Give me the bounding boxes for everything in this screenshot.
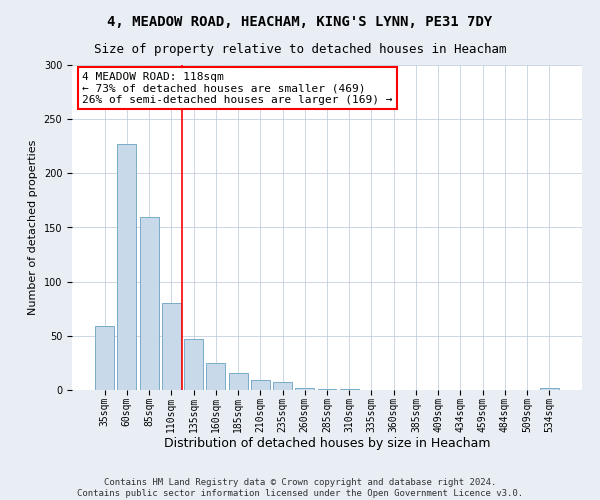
Bar bbox=[140, 216, 158, 390]
Y-axis label: Number of detached properties: Number of detached properties bbox=[28, 140, 38, 315]
Bar bbox=[340, 389, 359, 390]
Bar bbox=[273, 382, 292, 390]
Text: 4 MEADOW ROAD: 118sqm
← 73% of detached houses are smaller (469)
26% of semi-det: 4 MEADOW ROAD: 118sqm ← 73% of detached … bbox=[82, 72, 392, 104]
Bar bbox=[118, 144, 136, 390]
Bar bbox=[229, 372, 248, 390]
Bar bbox=[206, 363, 225, 390]
Bar bbox=[317, 389, 337, 390]
Bar bbox=[95, 326, 114, 390]
Text: Size of property relative to detached houses in Heacham: Size of property relative to detached ho… bbox=[94, 42, 506, 56]
Bar bbox=[540, 388, 559, 390]
X-axis label: Distribution of detached houses by size in Heacham: Distribution of detached houses by size … bbox=[164, 437, 490, 450]
Bar bbox=[295, 388, 314, 390]
Bar bbox=[162, 304, 181, 390]
Text: Contains HM Land Registry data © Crown copyright and database right 2024.
Contai: Contains HM Land Registry data © Crown c… bbox=[77, 478, 523, 498]
Bar bbox=[251, 380, 270, 390]
Text: 4, MEADOW ROAD, HEACHAM, KING'S LYNN, PE31 7DY: 4, MEADOW ROAD, HEACHAM, KING'S LYNN, PE… bbox=[107, 15, 493, 29]
Bar bbox=[184, 339, 203, 390]
